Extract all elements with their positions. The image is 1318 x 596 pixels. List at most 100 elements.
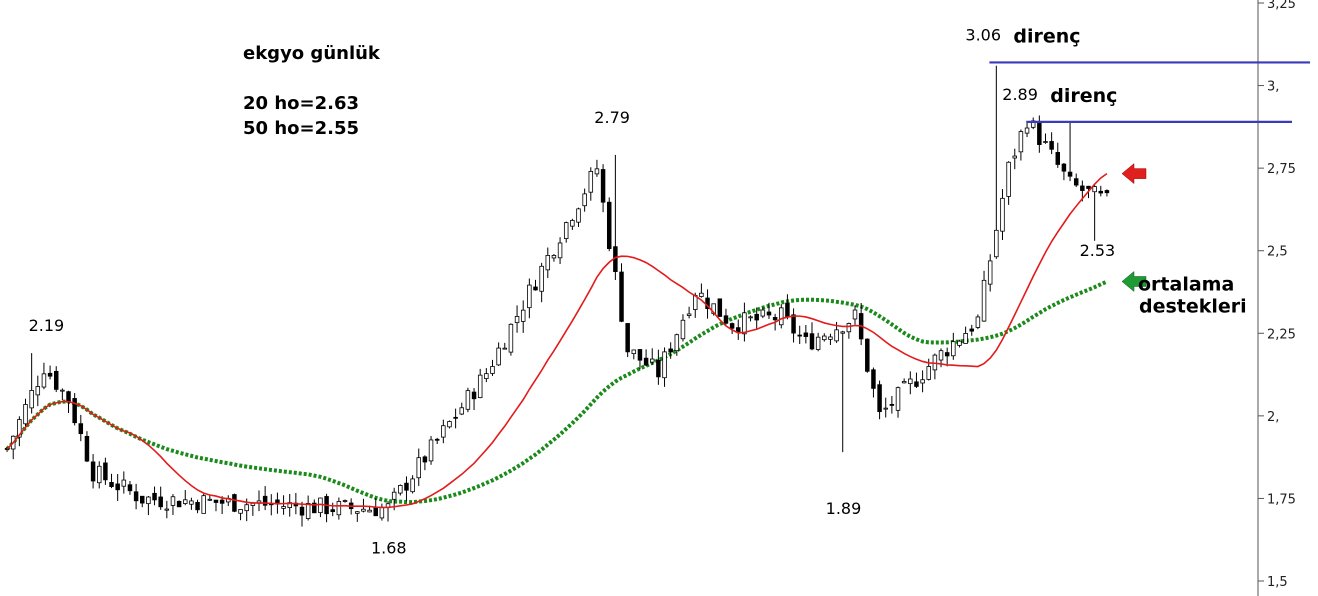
candle-body: [514, 316, 520, 324]
candle: [1024, 121, 1030, 138]
candle-body: [447, 421, 452, 428]
candle: [576, 207, 581, 227]
candle-body: [1024, 127, 1030, 134]
candle-body: [723, 315, 729, 324]
candle: [852, 305, 858, 325]
candle: [201, 493, 206, 514]
candle: [170, 494, 176, 515]
candle-body: [29, 390, 34, 409]
candle: [41, 362, 47, 390]
green-arrow-icon: [1121, 270, 1147, 293]
candle-body: [477, 374, 483, 399]
candle-body: [791, 314, 796, 334]
candle: [723, 308, 729, 325]
candle: [453, 408, 458, 429]
candle: [53, 366, 59, 393]
chart-header: ekgyo günlük 20 ho=2.63 50 ho=2.55: [243, 43, 381, 139]
candle-body: [183, 499, 188, 504]
candle-body: [17, 419, 22, 438]
candle: [84, 431, 90, 463]
candle: [520, 300, 526, 333]
candle: [742, 302, 747, 342]
candle-body: [109, 482, 114, 487]
candle-body: [840, 331, 845, 334]
candle-body: [987, 260, 993, 285]
candle: [631, 349, 637, 360]
candle-body: [195, 501, 200, 511]
candle-body: [189, 500, 194, 505]
price-label: 2.53: [1080, 241, 1116, 260]
candle-body: [563, 222, 569, 239]
candle: [1000, 189, 1005, 240]
candle: [232, 493, 237, 513]
candle: [60, 388, 65, 400]
candle: [189, 497, 194, 510]
candle: [1018, 129, 1024, 161]
candle-body: [47, 372, 53, 377]
candle: [766, 302, 772, 319]
candle: [146, 495, 151, 516]
candle-body: [441, 425, 446, 438]
candle-body: [674, 334, 680, 352]
candle-body: [299, 506, 305, 516]
candle: [1067, 121, 1073, 182]
candle-body: [391, 491, 397, 500]
candle-body: [373, 507, 378, 517]
candle-body: [330, 509, 335, 512]
candle-body: [115, 483, 120, 491]
candle: [914, 372, 919, 388]
candle: [115, 474, 120, 501]
chart-subtitle-line: 50 ho=2.55: [243, 118, 359, 139]
candle-body: [944, 352, 950, 357]
candle-body: [90, 461, 96, 482]
chart-subtitle-line: 20 ho=2.63: [243, 93, 359, 114]
candle-body: [680, 319, 686, 340]
candle: [901, 378, 907, 384]
candle: [895, 386, 901, 418]
candle: [1030, 117, 1036, 130]
candles: [4, 65, 1110, 527]
price-label: 2.79: [594, 108, 630, 127]
candle: [908, 371, 913, 395]
candle: [1104, 189, 1110, 197]
candle: [920, 370, 925, 393]
y-axis: 3,25 3, 2,75 2,5 2,25 2, 1,75 1,5: [1257, 0, 1296, 596]
candle-body: [404, 482, 409, 491]
candle-body: [53, 370, 59, 390]
candle: [680, 314, 686, 342]
candle: [809, 322, 815, 351]
candle: [318, 497, 323, 518]
candle: [140, 495, 145, 508]
ma20-path: [6, 172, 1108, 509]
ma20-line: [6, 172, 1108, 509]
candle-body: [963, 333, 968, 344]
candle: [785, 294, 790, 320]
candle: [10, 435, 16, 460]
candle: [828, 333, 833, 345]
candle: [152, 486, 157, 506]
candle: [533, 279, 538, 291]
red-arrow-icon: [1121, 163, 1147, 185]
candle: [656, 349, 661, 385]
candle-body: [748, 316, 753, 319]
candle: [434, 437, 440, 445]
candle-body: [127, 484, 133, 492]
candle-body: [96, 465, 102, 484]
candle: [613, 154, 618, 281]
candle-body: [312, 502, 317, 514]
candle-body: [545, 255, 551, 271]
candle: [582, 188, 587, 212]
candle-body: [219, 499, 225, 504]
candle-body: [938, 350, 944, 361]
candle-body: [367, 509, 372, 513]
candle: [987, 254, 993, 292]
candle: [508, 323, 514, 356]
candle: [994, 65, 999, 259]
candle-body: [1061, 163, 1067, 172]
candle: [72, 393, 77, 426]
candle-body: [1098, 190, 1104, 194]
candle: [662, 347, 667, 387]
candle: [594, 159, 600, 177]
candle-body: [146, 496, 151, 505]
candle-body: [103, 462, 108, 481]
